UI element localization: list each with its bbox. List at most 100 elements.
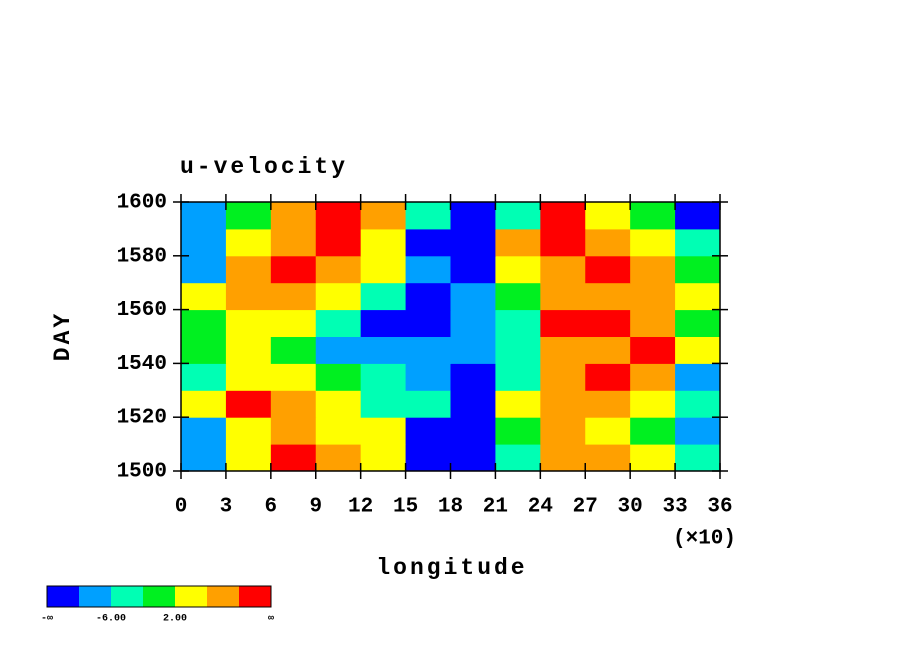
cell [450,202,496,230]
cell [675,228,721,257]
cell [495,255,541,284]
cell [270,390,317,418]
cell [630,417,676,445]
cell [315,336,362,364]
x-tick-label: 30 [618,496,643,519]
cell [360,390,407,418]
cell [675,202,721,230]
cell [405,417,451,445]
cell [270,336,317,364]
cell [540,309,586,337]
cell [540,417,586,445]
cell [225,444,272,472]
colorbar-swatch [175,586,207,607]
cell [450,417,496,445]
cell [450,282,496,311]
y-tick-label: 1580 [117,245,167,268]
cell [270,444,317,472]
cell [225,202,272,230]
cell [181,202,227,230]
cell [585,444,631,472]
cell [405,255,451,284]
cell [585,336,631,364]
cell [360,417,407,445]
y-tick-label: 1600 [117,192,167,215]
cell [315,309,362,337]
cell [450,228,496,257]
y-tick-label: 1560 [117,299,167,322]
cell [540,202,586,230]
x-multiplier: (×10) [673,528,736,551]
x-tick-label: 18 [438,496,463,519]
cell [225,417,272,445]
cell [225,255,272,284]
cell [405,282,451,311]
x-tick-label: 0 [175,496,188,519]
x-tick-label: 6 [265,496,278,519]
colorbar-swatch [143,586,175,607]
cell [495,228,541,257]
cell [585,417,631,445]
x-tick-label: 33 [662,496,687,519]
cell [225,309,272,337]
x-tick-label: 9 [309,496,322,519]
cell [270,282,317,311]
cell [270,228,317,257]
cell [675,282,721,311]
cell [495,363,541,391]
cell [450,255,496,284]
cell [495,444,541,472]
cell [450,390,496,418]
cell [181,282,227,311]
cell [181,390,227,418]
cell [270,363,317,391]
cell [405,444,451,472]
cell [360,282,407,311]
x-axis-label: longitude [376,555,527,581]
colorbar-swatch [47,586,79,607]
colorbar-swatch [239,586,271,607]
colorbar-swatch [111,586,143,607]
cell [181,444,227,472]
cell [540,336,586,364]
x-tick-label: 27 [573,496,598,519]
cell [630,202,676,230]
cell [540,390,586,418]
x-tick-label: 36 [707,496,732,519]
x-tick-label: 24 [528,496,553,519]
cell [360,444,407,472]
cell [675,309,721,337]
cell [630,309,676,337]
cell [360,309,407,337]
cell [495,309,541,337]
colorbar-label: ∞ [268,614,274,625]
cell [495,417,541,445]
cell [315,282,362,311]
cell [585,255,631,284]
cell [405,363,451,391]
cell [360,336,407,364]
cell [675,390,721,418]
colorbar-swatch [79,586,111,607]
cell [181,228,227,257]
cell [450,444,496,472]
field [181,202,721,472]
cell [450,336,496,364]
cell [675,417,721,445]
cell [181,255,227,284]
cell [405,336,451,364]
cell [630,336,676,364]
cell [585,228,631,257]
cell [360,363,407,391]
cell [585,390,631,418]
cell [495,282,541,311]
cell [315,444,362,472]
cell [315,228,362,257]
colorbar-swatch [207,586,239,607]
cell [675,444,721,472]
cell [540,228,586,257]
cell [225,228,272,257]
y-tick-label: 1520 [117,407,167,430]
cell [495,336,541,364]
x-tick-label: 15 [393,496,418,519]
